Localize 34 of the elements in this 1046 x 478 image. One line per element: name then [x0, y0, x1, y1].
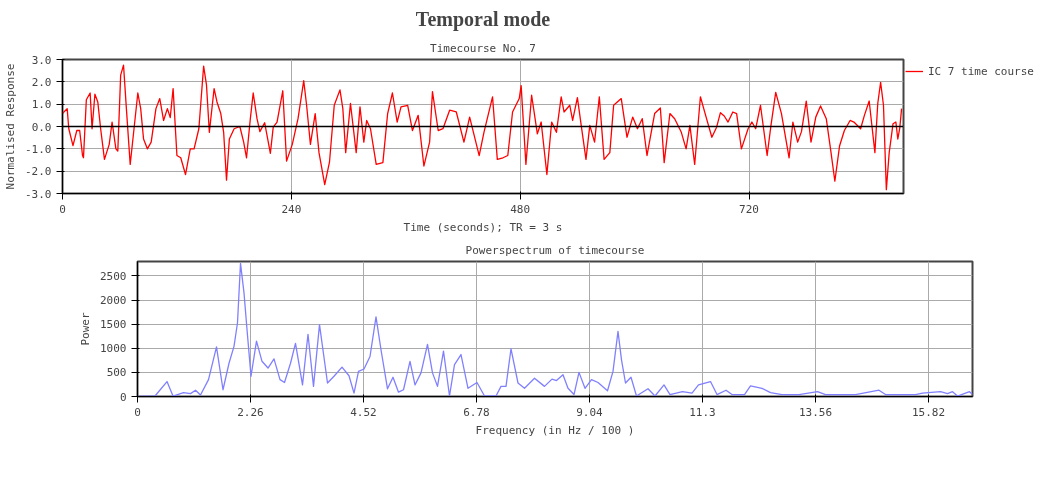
y-tick-label: -2.0	[25, 165, 52, 179]
y-tick-label: 0	[119, 390, 127, 404]
x-tick-label: 13.56	[798, 405, 833, 419]
y-tick-label: 1500	[100, 318, 127, 332]
x-tick-label: 0	[59, 202, 66, 216]
x-tick-label: 480	[510, 202, 531, 216]
y-tick-label: -1.0	[25, 142, 52, 156]
x-tick-label: 0	[134, 405, 141, 419]
x-tick-label: 15.82	[911, 405, 946, 419]
y-tick-label: 3.0	[31, 53, 52, 67]
x-tick-label: 6.78	[463, 405, 490, 419]
x-axis-title: Frequency (in Hz / 100 )	[475, 423, 635, 437]
x-tick-label: 240	[281, 202, 302, 216]
y-tick-label: 1000	[100, 342, 127, 356]
y-tick-label: 500	[106, 366, 127, 380]
x-tick-label: 9.04	[576, 405, 604, 419]
y-tick-label: 2000	[100, 294, 127, 308]
y-axis-title: Normalised Response	[4, 63, 18, 190]
legend-label: IC 7 time course	[928, 64, 1034, 78]
x-tick-label: 4.52	[350, 405, 377, 419]
line-series	[137, 262, 973, 397]
y-tick-label: 2.0	[31, 75, 52, 89]
y-tick-label: 1.0	[31, 98, 52, 112]
y-tick-label: 0.0	[31, 120, 52, 134]
x-tick-label: 2.26	[237, 405, 264, 419]
y-axis-title: Power	[79, 312, 93, 346]
y-tick-label: -3.0	[25, 187, 52, 201]
chart-subtitle: Timecourse No. 7	[430, 41, 536, 55]
x-tick-label: 720	[739, 202, 759, 216]
chart-title: Powerspectrum of timecourse	[465, 243, 645, 257]
y-tick-label: 2500	[100, 269, 127, 283]
x-tick-label: 11.3	[689, 405, 716, 419]
chart-title: Temporal mode	[415, 7, 551, 31]
x-axis-title: Time (seconds); TR = 3 s	[403, 220, 563, 234]
